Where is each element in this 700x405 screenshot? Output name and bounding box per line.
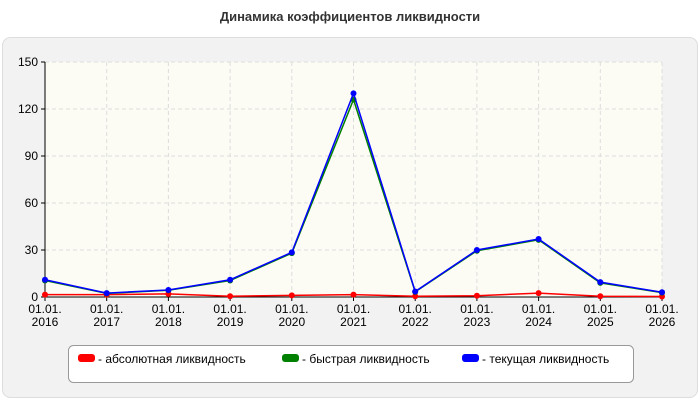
x-tick-label: 01.01. 2020 — [275, 302, 308, 329]
point — [350, 291, 357, 298]
point — [288, 249, 295, 256]
x-tick-label: 01.01. 2022 — [399, 302, 432, 329]
y-tick-label: 150 — [18, 55, 38, 69]
x-tick-label: 01.01. 2019 — [213, 302, 246, 329]
chart-title: Динамика коэффициентов ликвидности — [220, 9, 480, 24]
point — [597, 293, 604, 300]
point — [535, 290, 542, 297]
y-tick-label: 120 — [18, 102, 38, 116]
point — [42, 276, 48, 283]
x-tick-label: 01.01. 2018 — [152, 302, 185, 329]
point — [103, 290, 110, 297]
point — [288, 292, 295, 299]
x-tick-label: 01.01. 2026 — [645, 302, 678, 329]
y-tick-label: 60 — [25, 196, 39, 210]
point — [535, 236, 542, 243]
legend-label: - текущая ликвидность — [482, 352, 609, 366]
x-tick-label: 01.01. 2024 — [522, 302, 555, 329]
x-tick-label: 01.01. 2017 — [90, 302, 123, 329]
legend-label: - абсолютная ликвидность — [98, 352, 246, 366]
x-tick-label: 01.01. 2023 — [460, 302, 493, 329]
point — [42, 291, 48, 298]
y-tick-label: 30 — [25, 243, 39, 257]
point — [412, 288, 419, 295]
point — [412, 293, 419, 300]
point — [227, 293, 234, 300]
point — [350, 90, 357, 97]
legend-swatch — [282, 354, 299, 362]
y-tick-label: 0 — [31, 290, 38, 304]
y-tick-label: 90 — [25, 149, 39, 163]
point — [597, 279, 604, 286]
point — [659, 289, 665, 296]
legend-label: - быстрая ликвидность — [302, 352, 430, 366]
x-tick-label: 01.01. 2016 — [28, 302, 61, 329]
legend-box — [68, 345, 634, 383]
x-tick-label: 01.01. 2021 — [337, 302, 370, 329]
point — [473, 247, 480, 253]
point — [165, 286, 172, 293]
point — [473, 292, 480, 299]
x-tick-label: 01.01. 2025 — [584, 302, 617, 329]
legend-swatch — [78, 354, 95, 362]
legend-swatch — [462, 354, 479, 362]
point — [227, 276, 234, 283]
